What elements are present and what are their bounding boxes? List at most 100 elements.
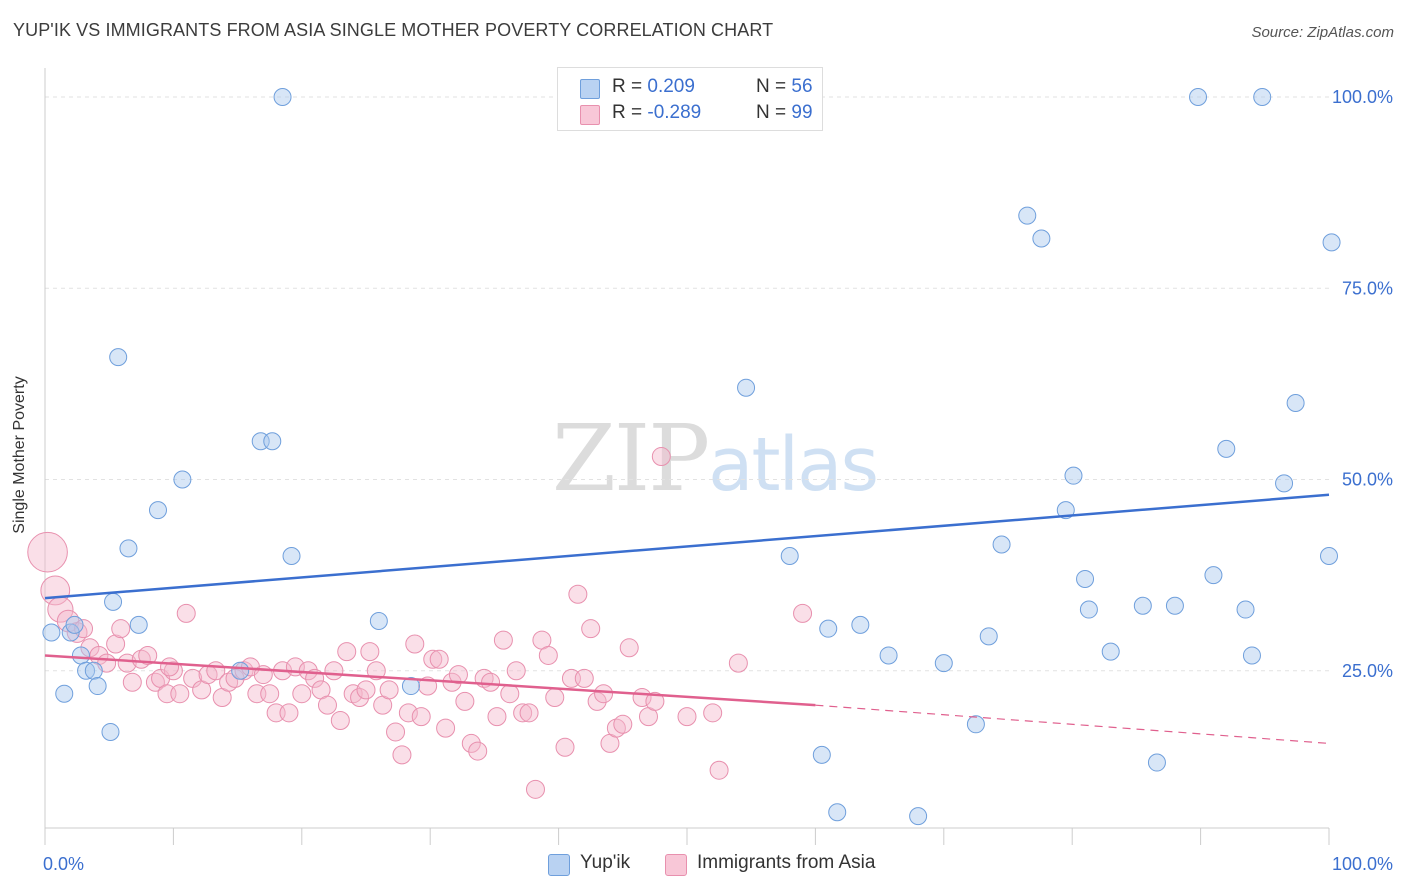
point-immigrants-from-asia [651, 447, 671, 467]
point-immigrants-from-asia [176, 603, 196, 623]
point-yupik [88, 677, 107, 696]
point-immigrants-from-asia [709, 760, 729, 780]
point-immigrants-from-asia [317, 695, 337, 715]
point-yupik [851, 615, 870, 634]
point-yupik [71, 646, 90, 665]
trend-line-yupik [44, 493, 1330, 600]
series-immigrants-from-asia [27, 447, 813, 799]
point-yupik [119, 539, 138, 558]
point-immigrants-from-asia [386, 722, 406, 742]
legend-n-label: N = [756, 76, 792, 97]
point-yupik [173, 470, 192, 489]
point-immigrants-from-asia [360, 642, 380, 662]
point-immigrants-from-asia [500, 684, 520, 704]
point-immigrants-from-asia [519, 703, 539, 723]
point-immigrants-from-asia [160, 657, 180, 677]
x-tick-label-min: 0.0% [43, 854, 84, 874]
point-yupik [1236, 600, 1255, 619]
point-immigrants-from-asia [163, 661, 183, 681]
point-immigrants-from-asia [481, 672, 501, 692]
point-immigrants-from-asia [568, 584, 588, 604]
point-immigrants-from-asia [170, 684, 190, 704]
point-immigrants-from-asia [111, 619, 131, 639]
point-immigrants-from-asia [619, 638, 639, 658]
point-immigrants-from-asia [513, 703, 533, 723]
y-tick-label-75: 75.0% [1342, 278, 1393, 298]
point-immigrants-from-asia [411, 707, 431, 727]
point-immigrants-from-asia [728, 653, 748, 673]
legend-n-label: N = [756, 102, 792, 123]
point-yupik [1018, 206, 1037, 225]
point-yupik [828, 803, 847, 822]
point-immigrants-from-asia [555, 737, 575, 757]
point-yupik [77, 661, 96, 680]
point-yupik [1242, 646, 1261, 665]
point-yupik [979, 627, 998, 646]
trend-line-asia [44, 654, 816, 707]
point-immigrants-from-asia [468, 741, 488, 761]
point-immigrants-from-asia [448, 665, 468, 685]
point-immigrants-from-asia [106, 634, 126, 654]
point-immigrants-from-asia [645, 691, 665, 711]
legend-n-value: 56 [791, 76, 813, 97]
point-immigrants-from-asia [545, 688, 565, 708]
point-immigrants-from-asia [138, 645, 158, 665]
point-yupik [966, 715, 985, 734]
point-yupik [129, 615, 148, 634]
point-immigrants-from-asia [330, 710, 350, 730]
point-yupik [231, 661, 250, 680]
point-immigrants-from-asia [525, 779, 545, 799]
point-yupik [1032, 229, 1051, 248]
watermark-zip: ZIP [552, 405, 710, 512]
point-immigrants-from-asia [613, 714, 633, 734]
point-immigrants-from-asia [350, 688, 370, 708]
point-immigrants-from-asia [122, 672, 142, 692]
point-yupik [1165, 596, 1184, 615]
point-immigrants-from-asia [379, 680, 399, 700]
x-tick-label-max: 100.0% [1332, 854, 1393, 874]
watermark: ZIPatlas [552, 405, 879, 512]
point-immigrants-from-asia [538, 645, 558, 665]
point-yupik [1133, 596, 1152, 615]
point-yupik [1147, 753, 1166, 772]
point-yupik [65, 615, 84, 634]
point-immigrants-from-asia [581, 619, 601, 639]
point-immigrants-from-asia [356, 680, 376, 700]
y-tick-label-25: 25.0% [1342, 661, 1393, 681]
point-immigrants-from-asia [366, 661, 386, 681]
point-yupik [42, 623, 61, 642]
point-immigrants-from-asia [793, 603, 813, 623]
point-immigrants-from-asia [324, 661, 344, 681]
point-yupik [1275, 474, 1294, 493]
y-tick-label-100: 100.0% [1332, 87, 1393, 107]
watermark-atlas: atlas [708, 422, 879, 508]
point-immigrants-from-asia [423, 649, 443, 669]
point-yupik [992, 535, 1011, 554]
point-yupik [1076, 569, 1095, 588]
point-immigrants-from-asia [506, 661, 526, 681]
point-immigrants-from-asia [436, 718, 456, 738]
point-immigrants-from-asia [703, 703, 723, 723]
point-yupik [879, 646, 898, 665]
trend-line-asia-extrapolated [815, 704, 1330, 745]
point-yupik [812, 745, 831, 764]
trend-lines [44, 493, 1330, 745]
point-yupik [1101, 642, 1120, 661]
bottom-legend: Yup'ik Immigrants from Asia [0, 852, 1406, 878]
point-yupik [819, 619, 838, 638]
point-immigrants-from-asia [594, 684, 614, 704]
point-immigrants-from-asia [429, 649, 449, 669]
point-yupik [1322, 233, 1341, 252]
point-yupik [1189, 88, 1208, 106]
point-yupik [55, 684, 74, 703]
point-immigrants-from-asia [145, 672, 165, 692]
legend-r-label: R = [612, 76, 648, 97]
point-immigrants-from-asia [260, 684, 280, 704]
point-yupik [1204, 566, 1223, 585]
point-immigrants-from-asia [487, 707, 507, 727]
point-yupik [148, 501, 167, 520]
point-yupik [282, 547, 301, 565]
point-yupik [101, 722, 120, 741]
point-yupik [934, 654, 953, 673]
legend-n-value: 99 [791, 102, 813, 123]
